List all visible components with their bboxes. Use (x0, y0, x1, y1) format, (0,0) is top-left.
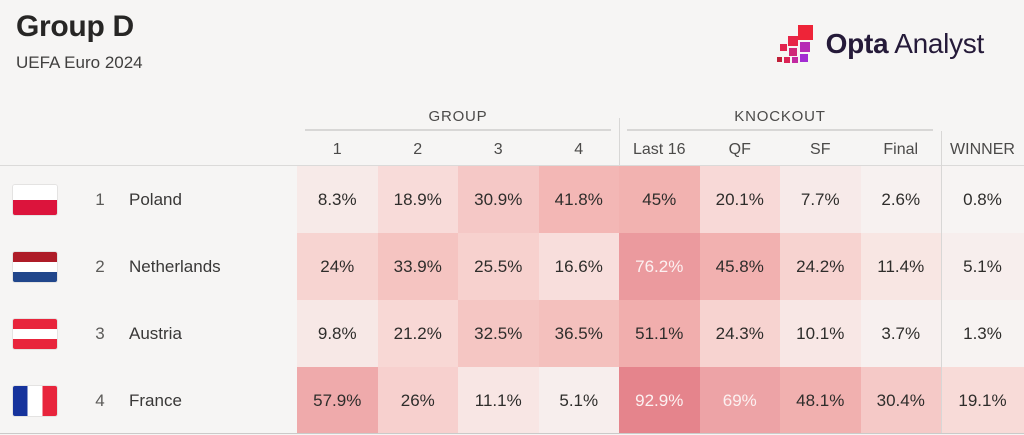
opta-logo-icon (776, 24, 817, 64)
team-name: Austria (129, 323, 182, 343)
section-group-label: GROUP (428, 108, 488, 125)
prob-cell: 25.5% (458, 233, 539, 300)
header-body-divider (0, 165, 1024, 166)
prob-cell: 7.7% (780, 166, 861, 233)
prob-cell: 45% (619, 166, 700, 233)
prob-cell: 36.5% (538, 300, 619, 367)
prob-cell: 26% (377, 367, 458, 434)
team-name: France (129, 390, 182, 410)
table-row-label-austria: 3 Austria (0, 300, 297, 367)
team-rank: 3 (95, 323, 105, 343)
page-head: Group D UEFA Euro 2024 (16, 10, 143, 73)
prob-cell: 48.1% (780, 367, 861, 434)
group-underline (305, 129, 611, 131)
prob-cell: 21.2% (377, 300, 458, 367)
prob-cell: 24% (297, 233, 378, 300)
prob-cell: 33.9% (377, 233, 458, 300)
team-rank: 1 (95, 189, 105, 209)
team-rank: 4 (95, 390, 105, 410)
table-row-label-netherlands: 2 Netherlands (0, 233, 297, 300)
prob-cell: 10.1% (780, 300, 861, 367)
prob-cell: 9.8% (297, 300, 378, 367)
flag-netherlands-icon (13, 251, 57, 282)
prob-cell: 45.8% (699, 233, 780, 300)
prob-cell: 11.1% (458, 367, 539, 434)
col-header-last16: Last 16 (633, 140, 686, 158)
prob-cell: 5.1% (538, 367, 619, 434)
prob-cell: 57.9% (297, 367, 378, 434)
prob-cell: 16.6% (538, 233, 619, 300)
team-name: Netherlands (129, 256, 221, 276)
prob-cell: 11.4% (860, 233, 941, 300)
brand-wordmark: Opta Analyst (825, 28, 985, 60)
col-header-qf: QF (728, 140, 751, 158)
brand-opta-text: Opta (825, 28, 889, 59)
col-header-2: 2 (413, 140, 423, 158)
prob-cell: 92.9% (619, 367, 700, 434)
prob-cell: 30.4% (860, 367, 941, 434)
col-header-1: 1 (332, 140, 342, 158)
prob-cell: 30.9% (458, 166, 539, 233)
prob-cell: 0.8% (941, 166, 1024, 233)
prob-cell: 20.1% (699, 166, 780, 233)
brand-analyst-text: Analyst (894, 28, 984, 59)
col-header-winner: WINNER (950, 140, 1015, 158)
prob-cell: 24.3% (699, 300, 780, 367)
prob-cell: 41.8% (538, 166, 619, 233)
spacer (0, 100, 297, 133)
team-rank: 2 (95, 256, 105, 276)
probability-table: GROUP KNOCKOUT 1 2 3 4 Last 16 QF SF Fin… (0, 100, 1024, 434)
section-header-knockout: KNOCKOUT (619, 100, 941, 133)
table-row-label-poland: 1 Poland (0, 166, 297, 233)
group-knockout-divider (619, 118, 620, 165)
prob-cell: 3.7% (860, 300, 941, 367)
section-knockout-label: KNOCKOUT (734, 108, 826, 125)
prob-cell: 18.9% (377, 166, 458, 233)
col-header-4: 4 (574, 140, 584, 158)
page-subtitle: UEFA Euro 2024 (16, 53, 143, 72)
knockout-underline (627, 129, 933, 131)
opta-analyst-logo: Opta Analyst (776, 24, 985, 64)
table-row-label-france: 4 France (0, 367, 297, 434)
prob-cell: 32.5% (458, 300, 539, 367)
prob-cell: 76.2% (619, 233, 700, 300)
team-name: Poland (129, 189, 182, 209)
flag-france-icon (13, 385, 57, 416)
table-bottom-rule (0, 433, 1024, 434)
spacer (941, 100, 1024, 133)
prob-cell: 19.1% (941, 367, 1024, 434)
page-title: Group D (16, 10, 134, 43)
prob-cell: 5.1% (941, 233, 1024, 300)
flag-poland-icon (13, 184, 57, 215)
prob-cell: 24.2% (780, 233, 861, 300)
prob-cell: 69% (699, 367, 780, 434)
prob-cell: 8.3% (297, 166, 378, 233)
col-header-sf: SF (810, 140, 831, 158)
prob-cell: 51.1% (619, 300, 700, 367)
flag-austria-icon (13, 318, 57, 349)
col-header-3: 3 (493, 140, 503, 158)
winner-column-divider (941, 131, 942, 433)
prob-cell: 1.3% (941, 300, 1024, 367)
section-header-group: GROUP (297, 100, 619, 133)
spacer (0, 133, 297, 166)
prob-cell: 2.6% (860, 166, 941, 233)
col-header-final: Final (883, 140, 919, 158)
